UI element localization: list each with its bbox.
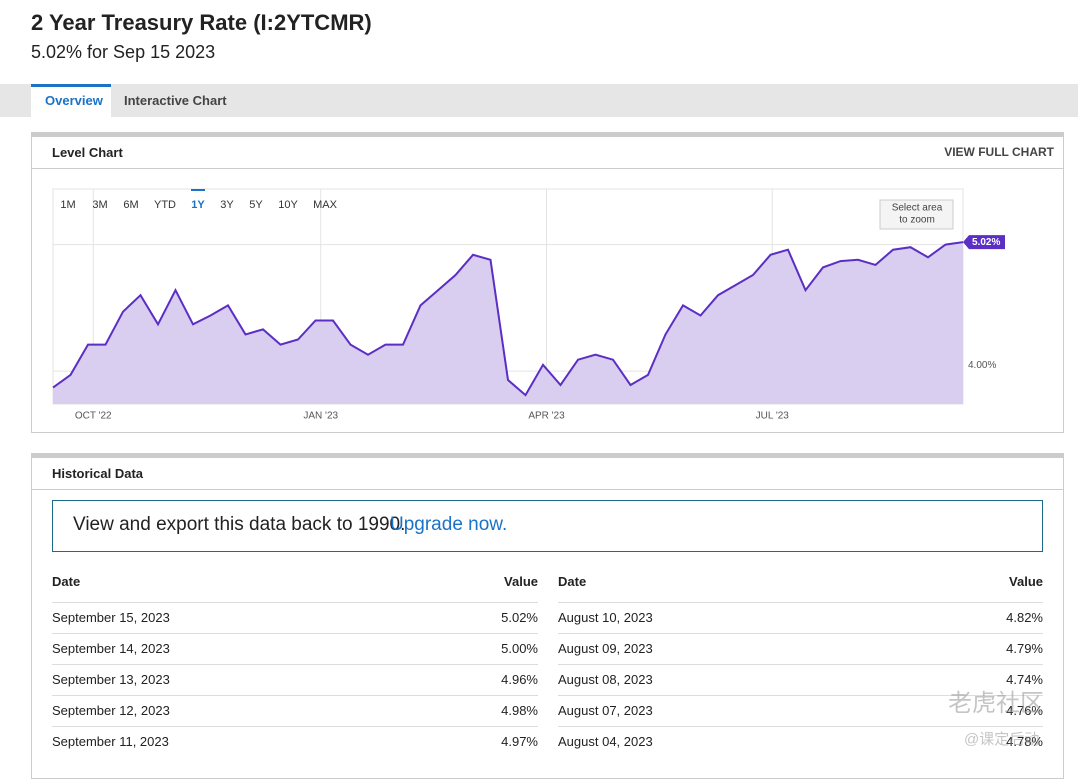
row-divider (558, 726, 1043, 727)
tab[interactable]: Interactive Chart (124, 93, 227, 108)
row-date: September 11, 2023 (52, 734, 169, 749)
active-marker (191, 189, 205, 191)
row-divider (52, 726, 538, 727)
column-header: Date (558, 574, 587, 589)
row-value: 4.79% (1006, 641, 1043, 656)
value-label: 5.02% (972, 237, 1000, 248)
divider (32, 168, 1063, 169)
row-date: August 07, 2023 (558, 703, 653, 718)
row-date: September 12, 2023 (52, 703, 170, 718)
row-value: 4.96% (501, 672, 538, 687)
row-divider (558, 695, 1043, 696)
upgrade-box (52, 500, 1043, 552)
row-value: 5.02% (501, 610, 538, 625)
column-header: Date (52, 574, 81, 589)
row-divider (52, 602, 538, 603)
area (53, 242, 963, 404)
range-button[interactable]: YTD (154, 199, 176, 211)
range-button[interactable]: 1Y (191, 199, 205, 211)
row-divider (52, 695, 538, 696)
x-tick-label: JAN '23 (303, 411, 338, 422)
row-date: August 08, 2023 (558, 672, 653, 687)
row-divider (52, 633, 538, 634)
zoom-hint: to zoom (899, 215, 935, 226)
row-date: September 15, 2023 (52, 610, 170, 625)
row-divider (558, 602, 1043, 603)
row-value: 4.98% (501, 703, 538, 718)
column-header: Value (504, 574, 538, 589)
panel-title: Historical Data (52, 466, 144, 481)
row-date: September 13, 2023 (52, 672, 170, 687)
column-header: Value (1009, 574, 1043, 589)
line (52, 241, 964, 397)
page: OCT '22 JAN '23 APR '23 JUL '23 4.00% 5.02% 1M… (0, 10, 1078, 779)
x-tick-label: JUL '23 (756, 411, 790, 422)
row-date: September 14, 2023 (52, 641, 170, 656)
range-button[interactable]: 3M (92, 199, 107, 211)
range-button[interactable]: 1M (60, 199, 75, 211)
row-divider (52, 664, 538, 665)
active-tab-bg (31, 84, 111, 117)
range-button[interactable]: 6M (123, 199, 138, 211)
row-value: 5.00% (501, 641, 538, 656)
view-full-chart[interactable]: VIEW FULL CHART (944, 145, 1054, 159)
notice: View and export this data back to 1990. (73, 514, 406, 535)
row-value: 4.76% (1006, 703, 1043, 718)
x-tick-label: APR '23 (528, 411, 565, 422)
x-tick-label: OCT '22 (75, 411, 112, 422)
range-button[interactable]: 5Y (249, 199, 263, 211)
row-value: 4.82% (1006, 610, 1043, 625)
row-date: August 10, 2023 (558, 610, 653, 625)
row-date: August 09, 2023 (558, 641, 653, 656)
divider (32, 489, 1063, 490)
row-divider (558, 633, 1043, 634)
row-value: 4.74% (1006, 672, 1043, 687)
row-date: August 04, 2023 (558, 734, 653, 749)
tab-bar (0, 84, 1078, 117)
row-value: 4.78% (1006, 734, 1043, 749)
upgrade-link[interactable]: Upgrade now. (390, 514, 508, 535)
chart: OCT '22 JAN '23 APR '23 JUL '23 4.00% 5.02% 1M… (52, 188, 1005, 422)
page-subtitle: 5.02% for Sep 15 2023 (31, 42, 216, 62)
zoom-hint-box (879, 199, 954, 230)
row-divider (558, 664, 1043, 665)
zoom-hint: Select area (892, 203, 943, 214)
historical-panel (31, 453, 1064, 779)
panel-title: Level Chart (52, 145, 123, 160)
range-button[interactable]: MAX (313, 199, 338, 211)
watermark: 老虎社区 (948, 690, 1044, 717)
tab[interactable]: Overview (45, 93, 103, 108)
range-button[interactable]: 3Y (220, 199, 234, 211)
page-title: 2 Year Treasury Rate (I:2YTCMR) (31, 10, 372, 35)
row-value: 4.97% (501, 734, 538, 749)
y-tick-label: 4.00% (968, 360, 996, 371)
value-callout (963, 235, 1005, 250)
watermark: @课定后动 (964, 731, 1040, 748)
range-button[interactable]: 10Y (278, 199, 298, 211)
